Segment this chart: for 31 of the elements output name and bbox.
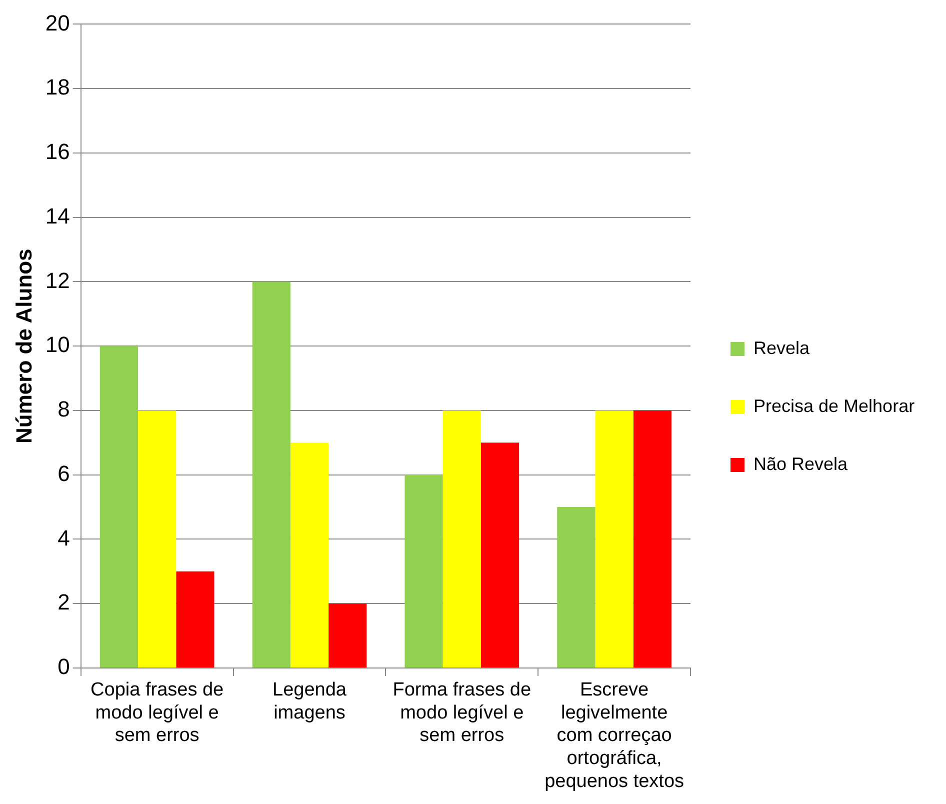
bar bbox=[100, 346, 138, 668]
bar bbox=[595, 410, 634, 668]
y-tick-label: 8 bbox=[58, 396, 70, 422]
legend-label: Precisa de Melhorar bbox=[754, 396, 915, 416]
bar bbox=[442, 410, 481, 668]
x-tick-label: Copia frases de modo legível e sem erros bbox=[90, 680, 224, 746]
y-tick-label: 18 bbox=[45, 74, 70, 100]
bar bbox=[633, 410, 672, 668]
y-axis-title: Número de Alunos bbox=[11, 248, 36, 444]
y-tick-label: 12 bbox=[45, 268, 70, 293]
y-tick-label: 14 bbox=[45, 203, 70, 228]
x-tick-label: Forma frases de modo legível e sem erros bbox=[392, 680, 532, 746]
bar bbox=[138, 410, 176, 668]
bar bbox=[176, 571, 214, 668]
bar bbox=[557, 507, 596, 668]
bar bbox=[252, 282, 290, 668]
y-tick-label: 16 bbox=[45, 139, 70, 164]
x-tick-label: Escreve legivelmente com correçao ortográfica, pequenos textos bbox=[544, 680, 684, 792]
y-tick-label: 0 bbox=[58, 654, 70, 680]
y-tick-label: 10 bbox=[45, 332, 70, 358]
bar bbox=[480, 442, 520, 668]
bar bbox=[404, 474, 443, 668]
legend-label: Não Revela bbox=[754, 454, 849, 474]
y-tick-label: 4 bbox=[58, 525, 70, 550]
bar bbox=[328, 604, 367, 668]
y-tick-label: 20 bbox=[45, 10, 70, 36]
y-tick-label: 6 bbox=[58, 460, 70, 486]
y-tick-label: 2 bbox=[58, 590, 70, 615]
x-tick-label: Legenda imagens bbox=[272, 680, 347, 724]
bar bbox=[290, 442, 329, 668]
legend-label: Revela bbox=[754, 338, 811, 358]
